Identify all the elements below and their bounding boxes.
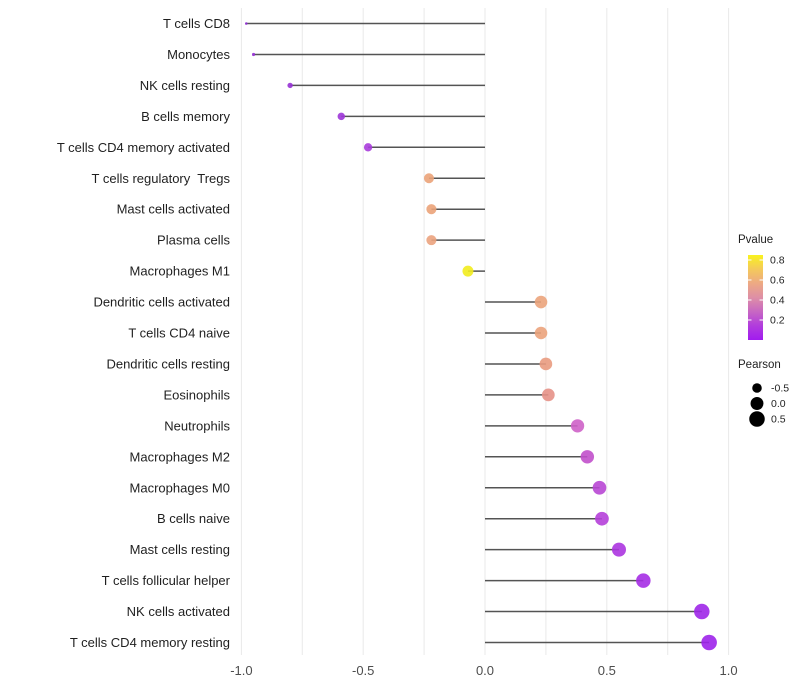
lollipop-dot	[611, 542, 627, 557]
category-label: T cells CD4 naive	[128, 326, 230, 341]
lollipop-row: B cells naive	[157, 511, 609, 526]
lollipop-dot	[570, 419, 585, 433]
x-axis: -1.0 -0.5 0.0 0.5 1.0	[230, 663, 737, 678]
gridlines	[240, 8, 730, 655]
lollipop-row: Macrophages M2	[130, 449, 595, 464]
category-label: NK cells resting	[140, 78, 230, 93]
lollipop-dot	[363, 143, 373, 152]
lollipop-dot	[426, 204, 437, 215]
size-legend-label: 0.0	[771, 398, 786, 410]
lollipop-row: Macrophages M0	[130, 480, 607, 495]
pearson-size-legend: -0.5 0.0 0.5	[749, 383, 789, 427]
lollipop-row: Eosinophils	[164, 387, 555, 402]
lollipop-row: NK cells activated	[127, 603, 710, 620]
category-label: B cells memory	[141, 109, 230, 124]
category-label: T cells CD4 memory activated	[57, 140, 230, 155]
lollipop-row: Plasma cells	[157, 233, 485, 248]
lollipop-row: T cells regulatory Tregs	[92, 171, 485, 186]
lollipop-dot	[244, 22, 248, 25]
lollipop-dot	[636, 573, 651, 588]
lollipop-dot	[592, 480, 607, 495]
lollipop-dot	[694, 603, 710, 620]
lollipop-row: T cells CD4 naive	[128, 326, 548, 341]
legend: Pvalue 0.8 0.6 0.4 0.2 Pearson -0.5 0.0 0.5	[738, 234, 789, 427]
category-label: Macrophages M2	[130, 449, 230, 464]
lollipop-dot	[541, 388, 555, 402]
category-label: T cells regulatory Tregs	[92, 171, 231, 186]
lollipop-dot	[534, 295, 548, 309]
lollipop-dot	[426, 235, 437, 246]
pearson-legend-title: Pearson	[738, 359, 781, 371]
lollipop-row: T cells CD8	[163, 16, 485, 31]
lollipop-dot	[423, 173, 434, 184]
category-label: Mast cells activated	[117, 202, 230, 217]
category-label: Eosinophils	[164, 387, 231, 402]
category-label: Dendritic cells resting	[106, 356, 230, 371]
colorbar-tick-label: 0.8	[770, 255, 785, 267]
lollipop-row: Macrophages M1	[130, 264, 485, 279]
pvalue-colorbar-ticks: 0.8 0.6 0.4 0.2	[748, 255, 785, 327]
lollipop-dot	[251, 52, 256, 57]
lollipop-row: Neutrophils	[164, 418, 585, 433]
lollipop-row: Mast cells resting	[130, 542, 627, 557]
category-label: Monocytes	[167, 47, 230, 62]
x-tick-label: 1.0	[720, 663, 738, 678]
category-label: NK cells activated	[127, 604, 230, 619]
category-label: Dendritic cells activated	[93, 295, 230, 310]
size-legend-dot	[752, 383, 762, 393]
lollipop-dot	[580, 450, 595, 464]
lollipop-row: Monocytes	[167, 47, 485, 62]
lollipop-dot	[287, 82, 293, 89]
x-tick-label: -1.0	[230, 663, 252, 678]
lollipop-row: NK cells resting	[140, 78, 485, 93]
lollipop-dot	[462, 265, 474, 277]
category-label: Mast cells resting	[130, 542, 230, 557]
category-label: Macrophages M0	[130, 480, 230, 495]
colorbar-tick-label: 0.2	[770, 315, 785, 327]
colorbar-tick-label: 0.6	[770, 275, 785, 287]
pvalue-colorbar	[748, 255, 763, 340]
size-legend-dot	[749, 411, 765, 427]
lollipop-row: Dendritic cells activated	[93, 295, 548, 310]
size-legend-label: -0.5	[771, 383, 789, 395]
category-label: Neutrophils	[164, 418, 230, 433]
size-legend-label: 0.5	[771, 414, 786, 426]
category-label: Plasma cells	[157, 233, 230, 248]
x-tick-label: 0.5	[598, 663, 616, 678]
lollipop-dot	[539, 357, 553, 371]
category-label: T cells CD4 memory resting	[70, 635, 230, 650]
lollipop-dot	[701, 634, 717, 651]
lollipop-row: T cells CD4 memory activated	[57, 140, 485, 155]
lollipop-row: Dendritic cells resting	[106, 356, 553, 371]
lollipop-dot	[595, 511, 609, 526]
lollipop-dot	[337, 112, 345, 121]
colorbar-tick-label: 0.4	[770, 295, 785, 307]
pvalue-legend-title: Pvalue	[738, 234, 773, 246]
x-tick-label: -0.5	[352, 663, 374, 678]
lollipop-row: T cells CD4 memory resting	[70, 634, 717, 651]
category-label: T cells CD8	[163, 16, 230, 31]
x-tick-label: 0.0	[476, 663, 494, 678]
lollipop-row: T cells follicular helper	[102, 573, 651, 588]
lollipop-rows: T cells CD8 Monocytes NK cells resting B ce…	[57, 16, 717, 651]
category-label: B cells naive	[157, 511, 230, 526]
lollipop-row: Mast cells activated	[117, 202, 485, 217]
lollipop-row: B cells memory	[141, 109, 485, 124]
category-label: Macrophages M1	[130, 264, 230, 279]
size-legend-dot	[750, 397, 764, 410]
lollipop-dot	[534, 326, 548, 340]
category-label: T cells follicular helper	[102, 573, 231, 588]
